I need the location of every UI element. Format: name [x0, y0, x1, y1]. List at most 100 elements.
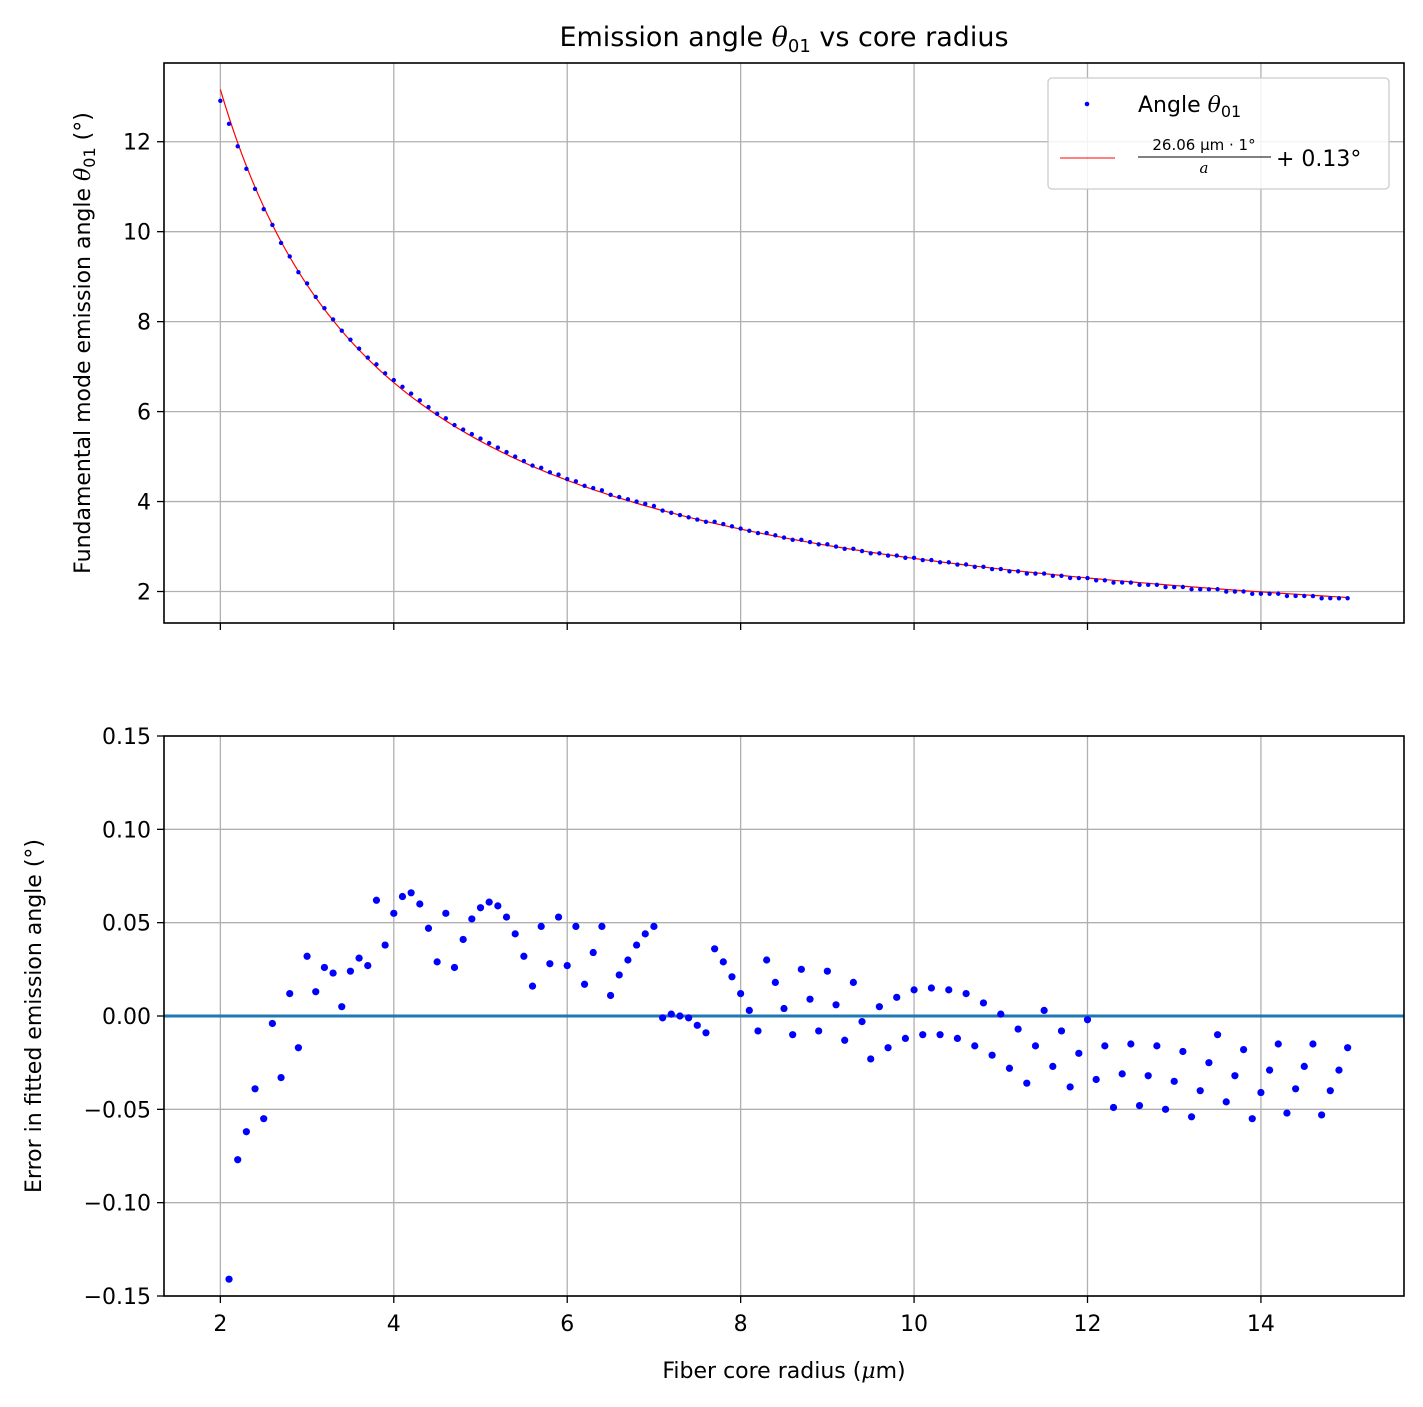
error-point [364, 962, 372, 970]
error-point [563, 962, 571, 970]
error-point [615, 971, 623, 979]
angle-points-group [218, 98, 1350, 601]
top-y-axis-label: Fundamental mode emission angle θ01 (°) [71, 112, 99, 574]
error-point [433, 958, 441, 966]
error-point [450, 963, 459, 972]
angle-point [1215, 587, 1220, 592]
angle-point [1224, 589, 1229, 594]
angle-point [1085, 575, 1090, 581]
angle-point [764, 530, 769, 536]
angle-point [460, 427, 466, 432]
angle-point [790, 537, 795, 542]
angle-point [851, 546, 856, 551]
error-point [320, 963, 329, 972]
angle-point [339, 328, 344, 333]
angle-point [807, 539, 813, 545]
angle-point [1041, 571, 1047, 576]
error-point [659, 1014, 667, 1022]
angle-point [781, 535, 787, 540]
legend-points-marker [1084, 101, 1090, 107]
angle-point [634, 499, 639, 504]
bottom-y-tick-label: −0.10 [84, 1192, 151, 1217]
angle-point [1146, 582, 1151, 587]
angle-point [799, 537, 804, 542]
error-point [1092, 1075, 1100, 1084]
error-point [719, 958, 727, 966]
angle-point [582, 483, 587, 488]
angle-point [348, 337, 353, 342]
angle-point [1024, 571, 1030, 576]
x-tick-label: 6 [560, 1312, 574, 1337]
error-point [702, 1029, 710, 1037]
angle-point [261, 207, 266, 212]
error-point [763, 956, 771, 964]
error-point [919, 1031, 927, 1039]
angle-point [1163, 584, 1168, 590]
error-point [390, 909, 398, 917]
bottom-y-tick-label: −0.05 [84, 1098, 151, 1123]
x-tick-label: 14 [1247, 1312, 1275, 1337]
bottom-y-tick-label: −0.15 [84, 1285, 151, 1310]
error-point [1309, 1040, 1317, 1048]
error-point [1057, 1027, 1066, 1035]
error-point [476, 904, 485, 912]
error-point [1335, 1066, 1343, 1074]
error-points-group [225, 889, 1352, 1283]
angle-point [1310, 593, 1316, 599]
angle-point [287, 254, 292, 259]
angle-point [712, 519, 717, 524]
error-point [398, 892, 407, 901]
angle-point [1189, 587, 1194, 592]
x-axis-label: Fiber core radius (μm) [662, 1359, 905, 1384]
angle-point [591, 485, 596, 491]
angle-point [816, 542, 821, 547]
angle-point [408, 391, 414, 396]
angle-point [660, 508, 665, 513]
error-point [528, 982, 537, 990]
angle-point [1267, 591, 1272, 596]
angle-point [669, 510, 674, 515]
error-point [971, 1042, 979, 1050]
error-point [355, 954, 363, 962]
angle-point [218, 98, 223, 103]
error-point [728, 973, 736, 981]
error-point [416, 900, 424, 908]
angle-point [1033, 571, 1038, 576]
error-point [806, 995, 814, 1003]
error-point [927, 984, 936, 992]
error-point [1144, 1072, 1152, 1080]
error-point [1023, 1079, 1031, 1087]
angle-point [547, 470, 553, 475]
error-point [797, 965, 805, 973]
error-point [485, 898, 493, 906]
error-point [511, 930, 519, 938]
error-point [580, 980, 589, 988]
error-point [1283, 1109, 1291, 1117]
error-point [1179, 1047, 1187, 1056]
error-point [1101, 1042, 1109, 1050]
legend-fit-denominator: a [1200, 159, 1209, 177]
error-point [936, 1031, 944, 1039]
angle-point [573, 479, 579, 484]
bottom-y-tick-label: 0.05 [102, 912, 151, 937]
error-point [303, 952, 311, 960]
angle-point [877, 551, 882, 556]
angle-point [322, 305, 327, 311]
error-point [893, 993, 901, 1001]
error-point [945, 986, 953, 994]
error-point [953, 1034, 962, 1042]
error-point [979, 999, 988, 1007]
angle-point [443, 416, 449, 421]
error-point [338, 1003, 346, 1011]
error-point [329, 969, 337, 977]
top-y-tick-label: 4 [137, 491, 151, 516]
error-point [841, 1036, 849, 1044]
angle-point [972, 564, 977, 569]
top-y-tick-label: 10 [123, 221, 151, 246]
error-point [849, 978, 857, 987]
angle-point [1172, 584, 1177, 590]
x-tick-label: 8 [734, 1312, 748, 1337]
error-point [910, 986, 918, 994]
angle-point [356, 346, 362, 351]
angle-point [1111, 580, 1116, 585]
